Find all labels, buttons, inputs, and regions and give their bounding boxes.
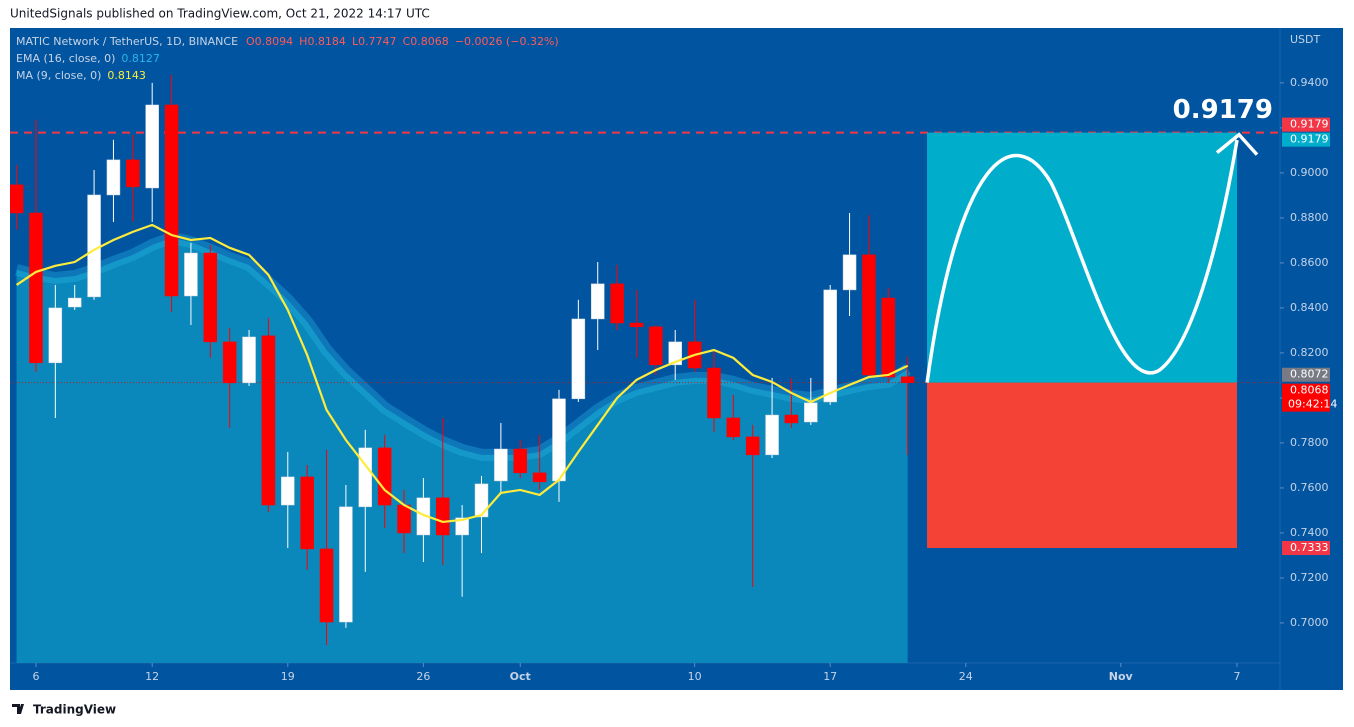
price-label-box <box>1282 541 1330 556</box>
candle-body <box>804 402 818 423</box>
candle-body <box>145 104 159 189</box>
candle-body <box>281 476 295 506</box>
ohlc-value: H0.8184 <box>299 35 346 48</box>
ma-line <box>15 223 909 524</box>
x-tick-label: 6 <box>32 670 39 683</box>
ohlc-value: L0.7747 <box>352 35 397 48</box>
y-tick-label: 0.9000 <box>1290 166 1329 179</box>
candle-body <box>532 472 547 483</box>
y-tick-label: 0.8800 <box>1290 211 1329 224</box>
candle-body <box>184 252 198 297</box>
price-label-box <box>1282 367 1330 382</box>
footer: TradingView <box>33 703 116 717</box>
candle-body <box>629 322 644 328</box>
candle-body <box>707 367 721 419</box>
legend-name: MA (9, close, 0) <box>16 69 101 82</box>
x-tick-label: 12 <box>145 670 159 683</box>
candle-body <box>455 517 469 536</box>
candle-body <box>164 104 179 297</box>
candle-body <box>474 483 489 518</box>
symbol: MATIC Network / TetherUS, 1D, BINANCE <box>16 35 238 48</box>
candle-body <box>823 289 837 403</box>
candle-body <box>87 194 101 298</box>
candle-body <box>203 252 218 343</box>
y-tick-label: 0.7400 <box>1290 526 1329 539</box>
ohlc-value: C0.8068 <box>403 35 449 48</box>
candle-body <box>590 283 605 320</box>
y-tick-label: 0.9400 <box>1290 76 1329 89</box>
candle-body <box>842 254 857 291</box>
candle-body <box>242 336 256 384</box>
price-label: 0.9179 <box>1290 133 1329 146</box>
price-label-box <box>1282 117 1330 132</box>
candle-body <box>513 448 527 474</box>
candle-body <box>29 212 43 364</box>
x-tick-label: 26 <box>416 670 430 683</box>
y-tick-label: 0.7800 <box>1290 436 1329 449</box>
projection-stop <box>927 382 1237 549</box>
y-tick-label: 0.7600 <box>1290 481 1329 494</box>
x-tick-label: 24 <box>959 670 973 683</box>
candle-body <box>126 159 140 188</box>
x-tick-label: 17 <box>823 670 837 683</box>
candle-body <box>222 341 237 384</box>
candle-body <box>67 297 82 308</box>
projection-curve <box>925 139 1239 383</box>
candle-body <box>668 341 682 366</box>
candle-body <box>436 497 450 536</box>
target-label: 0.9179 <box>1173 95 1273 125</box>
candle-body <box>610 283 624 324</box>
price-label-box <box>1282 132 1330 147</box>
legend-name: EMA (16, close, 0) <box>16 52 115 65</box>
y-tick-label: 0.8400 <box>1290 301 1329 314</box>
candle-body <box>300 476 314 550</box>
candle-body <box>745 436 760 456</box>
candle-body <box>319 548 334 623</box>
candle-body <box>881 297 896 378</box>
candle-body <box>552 398 566 482</box>
currency: USDT <box>1290 33 1321 46</box>
candle-body <box>726 417 741 438</box>
price-countdown: 09:42:14 <box>1288 398 1337 411</box>
y-tick-label: 0.7000 <box>1290 616 1329 629</box>
price-label: 0.8068 <box>1290 384 1329 397</box>
candle-body <box>900 376 915 383</box>
price-label: 0.7333 <box>1290 541 1329 554</box>
price-label-box <box>1282 383 1330 412</box>
candle-body <box>261 335 276 506</box>
y-tick-label: 0.8600 <box>1290 256 1329 269</box>
legend-value: 0.8143 <box>107 69 146 82</box>
ohlc-value: O0.8094 <box>246 35 293 48</box>
x-tick-label: 7 <box>1233 670 1240 683</box>
legend-value: 0.8127 <box>121 52 160 65</box>
candle-body <box>765 414 779 456</box>
candle-body <box>377 447 392 506</box>
candle-body <box>106 159 121 196</box>
candle-body <box>339 506 353 623</box>
x-tick-label: Oct <box>510 670 531 683</box>
candle-body <box>862 254 876 376</box>
candle-body <box>397 504 411 534</box>
projection-arrow <box>1215 132 1259 156</box>
y-tick-label: 0.7200 <box>1290 571 1329 584</box>
x-tick-label: 10 <box>688 670 702 683</box>
ohlc-value: −0.0026 (−0.32%) <box>455 35 559 48</box>
candle-body <box>358 447 373 508</box>
logo <box>12 704 24 714</box>
x-tick-label: 19 <box>281 670 295 683</box>
y-tick-label: 0.8200 <box>1290 346 1329 359</box>
price-label: 0.8072 <box>1290 368 1329 381</box>
candle-body <box>10 184 24 214</box>
header: UnitedSignals published on TradingView.c… <box>10 7 430 21</box>
x-tick-label: Nov <box>1109 670 1134 683</box>
candle-body <box>784 414 799 424</box>
ema-area <box>16 237 908 663</box>
candle-body <box>48 307 63 364</box>
candle-body <box>494 448 508 482</box>
candle-body <box>571 318 586 400</box>
candle-body <box>649 326 663 366</box>
price-label: 0.9179 <box>1290 118 1329 131</box>
